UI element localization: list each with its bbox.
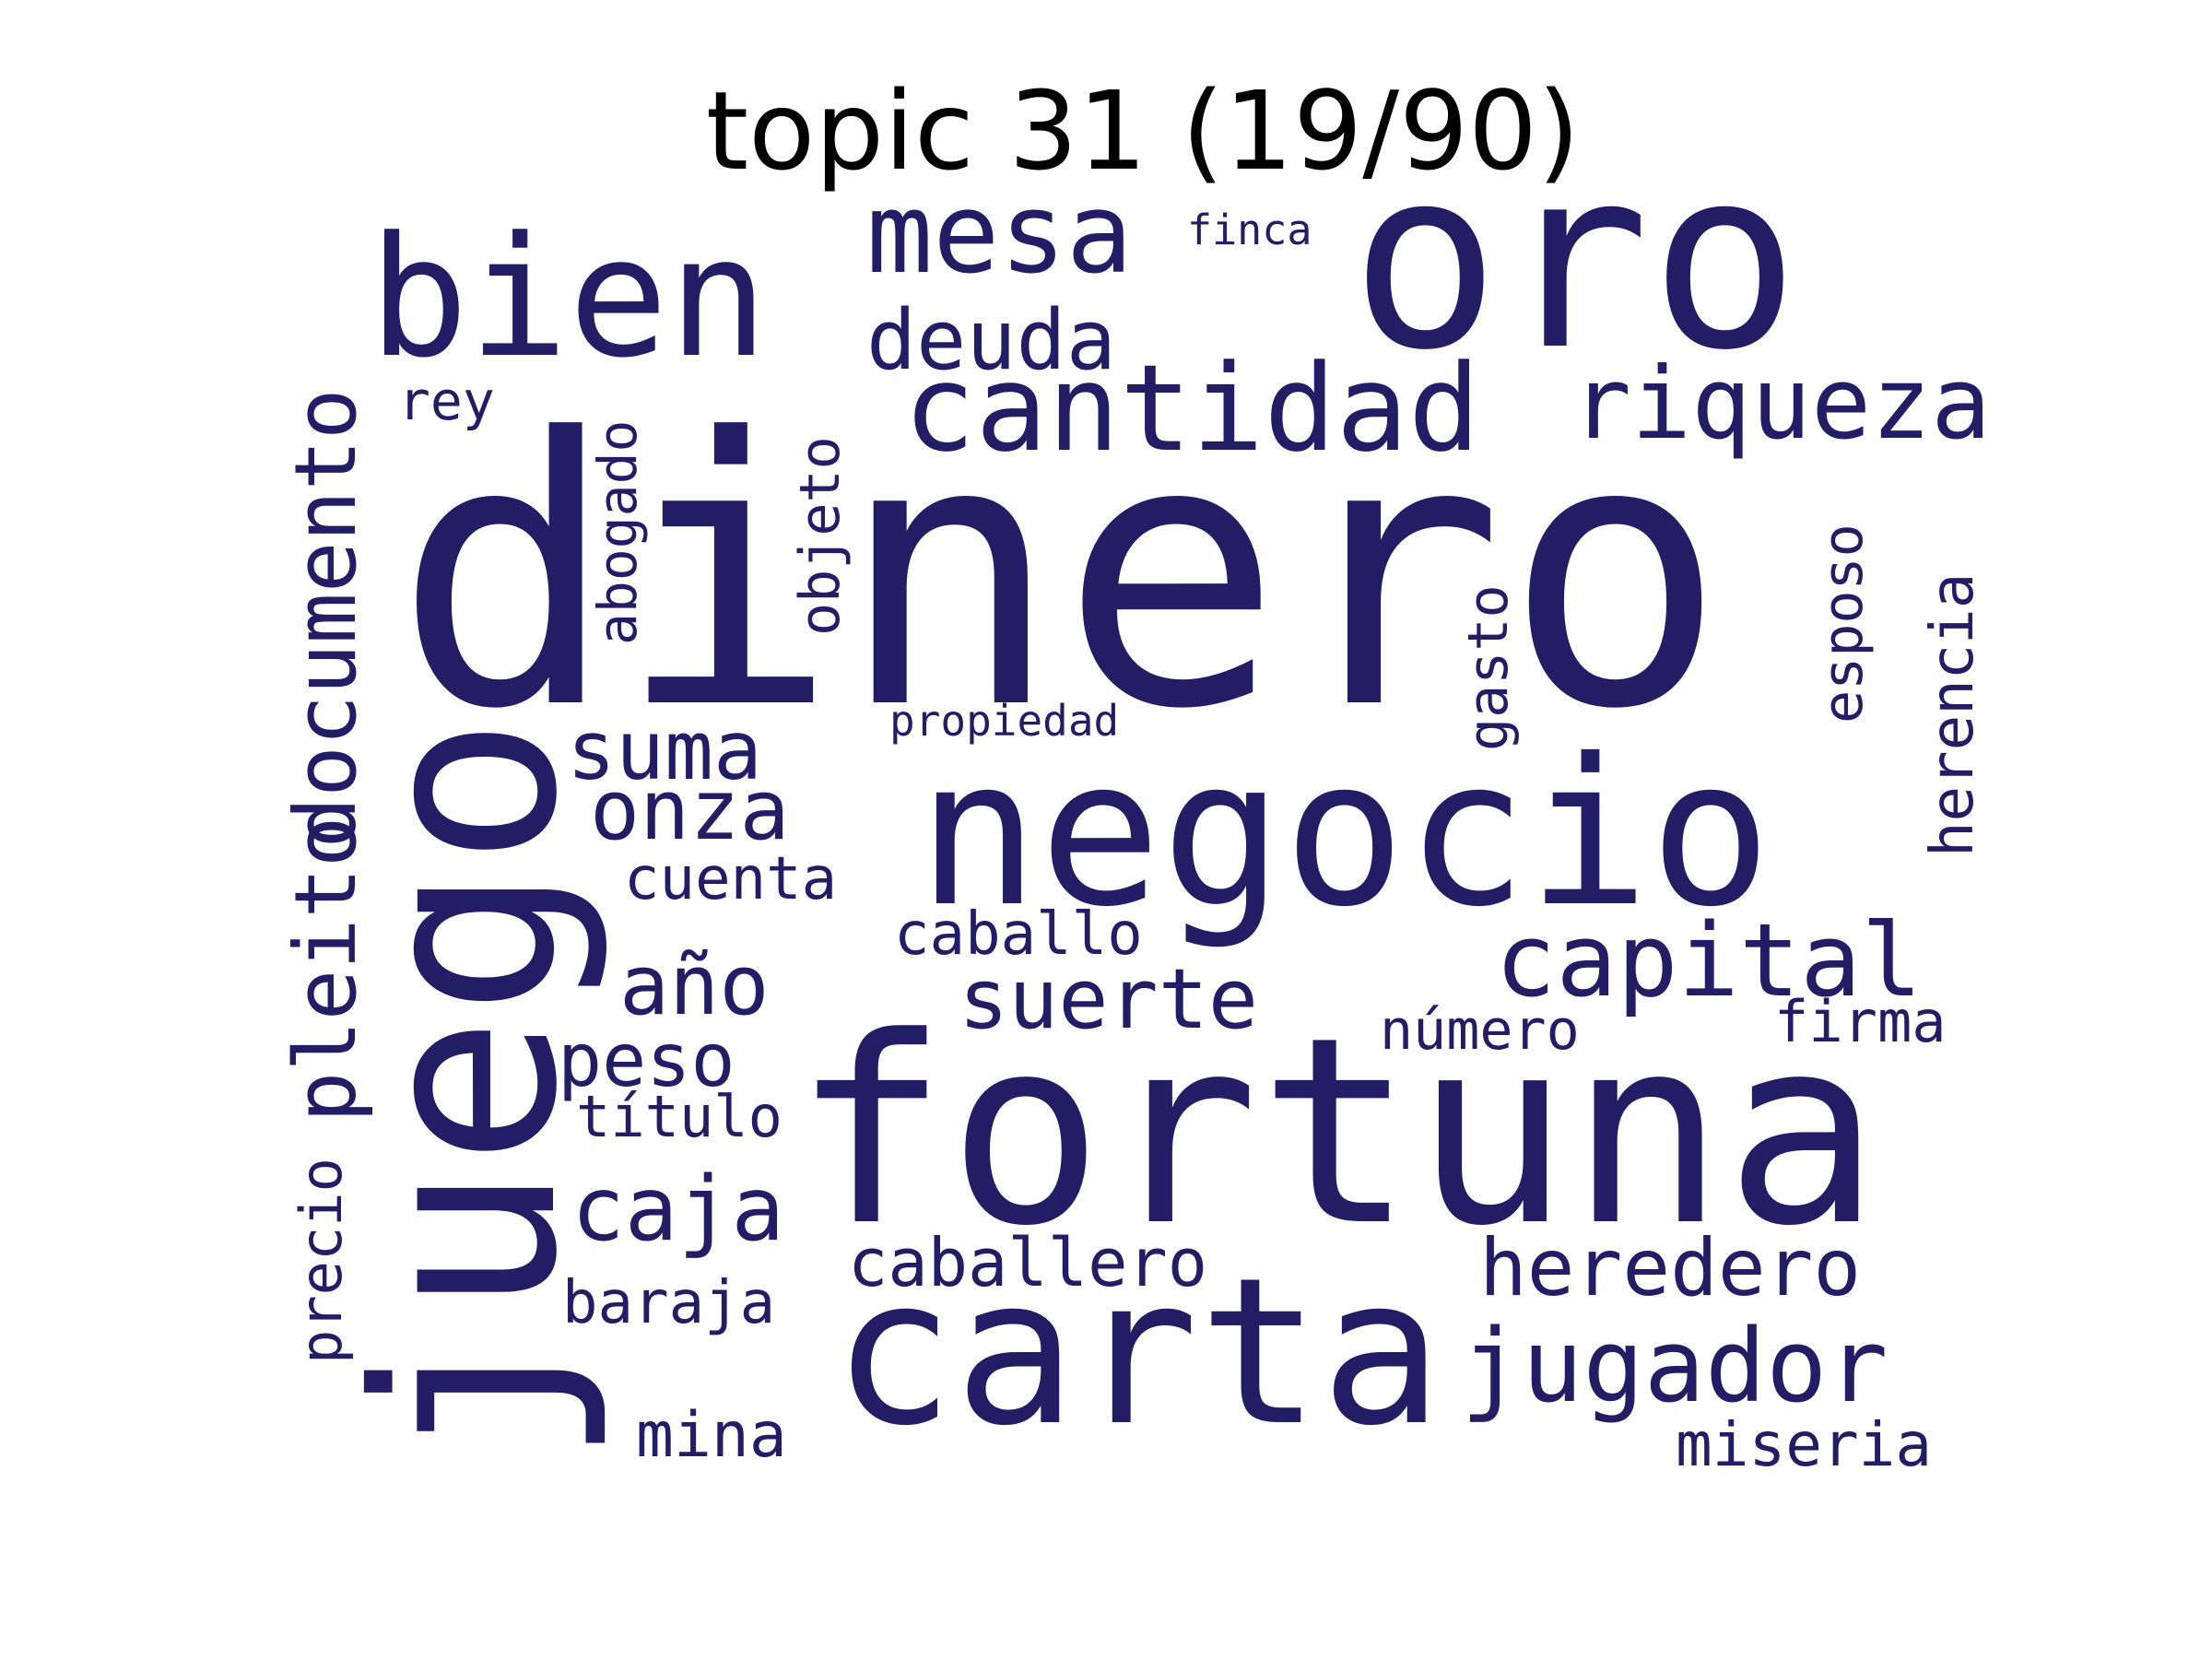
word-bien: bien <box>369 202 768 394</box>
word-caja: caja <box>571 1158 784 1261</box>
word-miseria: miseria <box>1676 1409 1932 1480</box>
word-precio: precio <box>288 1158 355 1364</box>
word-año: año <box>619 937 770 1034</box>
word-suma: suma <box>567 703 762 798</box>
word-heredero: heredero <box>1479 1222 1861 1314</box>
word-cantidad: cantidad <box>903 338 1480 478</box>
word-documento: documento <box>276 389 375 849</box>
word-negocio: negocio <box>917 715 1771 951</box>
word-objeto: objeto <box>788 436 853 636</box>
word-caballero: caballero <box>848 1224 1207 1301</box>
word-esposo: esposo <box>1811 524 1876 724</box>
word-fortuna: fortuna <box>793 982 1880 1283</box>
word-peso: peso <box>558 1018 735 1103</box>
chart-title: topic 31 (19/90) <box>706 67 1580 194</box>
word-baraja: baraja <box>562 1269 775 1337</box>
word-suerte: suerte <box>959 951 1258 1048</box>
word-deuda: deuda <box>866 292 1116 389</box>
word-firma: firma <box>1774 988 1947 1055</box>
word-jugador: jugador <box>1461 1307 1888 1425</box>
word-riqueza: riqueza <box>1571 347 1991 462</box>
word-oro: oro <box>1350 114 1800 405</box>
word-onza: onza <box>590 762 790 859</box>
word-carta: carta <box>832 1234 1442 1470</box>
word-propiedad: propiedad <box>889 696 1119 746</box>
word-dinero: dinero <box>394 361 1726 790</box>
word-juego: juego <box>322 716 612 1465</box>
words-group: dinero fortuna negocio juego oro carta biencan… <box>276 114 1991 1480</box>
word-herencia: herencia <box>1919 573 1987 857</box>
word-abogado: abogado <box>586 420 649 645</box>
word-finca: finca <box>1187 206 1312 254</box>
word-pleito: pleito <box>276 817 375 1123</box>
word-caballo: caballo <box>894 900 1143 969</box>
word-capital: capital <box>1495 901 1923 1019</box>
word-título: título <box>576 1083 782 1150</box>
word-mina: mina <box>636 1399 787 1472</box>
word-número: número <box>1380 998 1580 1063</box>
word-cuenta: cuenta <box>624 845 837 913</box>
word-rey: rey <box>398 370 495 432</box>
word-mesa: mesa <box>866 171 1133 299</box>
word-gasto: gasto <box>1456 584 1521 751</box>
